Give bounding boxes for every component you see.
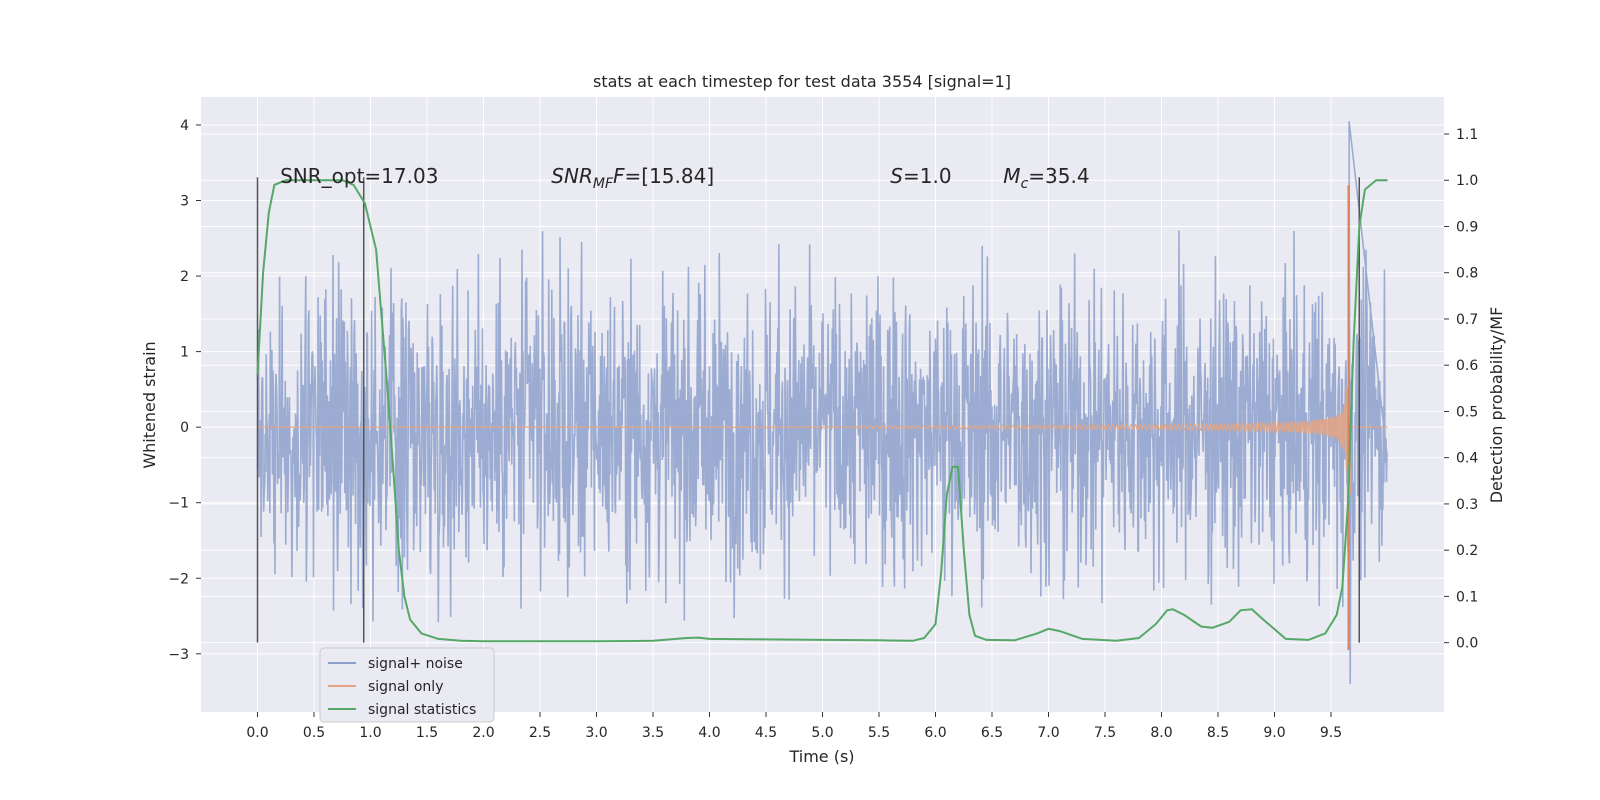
x-tick-label: 8.5 [1207, 725, 1229, 741]
series-signal-statistics [256, 179, 1388, 643]
x-tick-label: 3.0 [585, 725, 607, 741]
y-tick-label: −2 [168, 571, 189, 587]
x-tick-label: 9.5 [1320, 725, 1342, 741]
vertical-markers [256, 177, 1360, 643]
legend-box [319, 647, 495, 723]
y-tick-label: −1 [168, 496, 189, 512]
annotation-1: SNRMFF=[15.84] [551, 164, 714, 192]
y2-axis-ticks: 0.0 0.1 0.2 0.3 0.4 0.5 0.6 0.7 0.8 0.9 1.0 1.1 [1444, 127, 1478, 652]
x-tick-label: 0.5 [303, 725, 325, 741]
legend-label-signal-noise: signal+ noise [368, 656, 463, 672]
y2-tick-label: 1.0 [1456, 173, 1478, 189]
x-tick-label: 4.0 [698, 725, 720, 741]
y-tick-label: 3 [180, 194, 189, 210]
x-tick-label: 6.5 [981, 725, 1003, 741]
x-tick-label: 9.0 [1263, 725, 1285, 741]
y2-tick-label: 0.0 [1456, 636, 1478, 652]
x-axis-ticks: 0.0 0.5 1.0 1.5 2.0 2.5 3.0 3.5 4.0 4.5 5.0 5.5 6.0 6… [246, 712, 1342, 741]
x-tick-label: 5.5 [868, 725, 890, 741]
x-tick-label: 2.5 [529, 725, 551, 741]
annotation-2: S=1.0 [890, 164, 951, 188]
x-tick-label: 7.5 [1094, 725, 1116, 741]
x-tick-label: 7.0 [1037, 725, 1059, 741]
series-signal-noise [256, 121, 1388, 685]
x-tick-label: 1.0 [359, 725, 381, 741]
x-tick-label: 0.0 [246, 725, 268, 741]
y2-tick-label: 0.5 [1456, 404, 1478, 420]
x-tick-label: 4.5 [755, 725, 777, 741]
y2-tick-label: 0.1 [1456, 589, 1478, 605]
y2-tick-label: 0.9 [1456, 219, 1478, 235]
x-axis-label: Time (s) [788, 747, 854, 766]
signal-statistics-line [256, 179, 1388, 643]
y2-tick-label: 1.1 [1456, 127, 1478, 143]
annotation-3: Mc=35.4 [1003, 164, 1089, 192]
y-tick-label: −3 [168, 647, 189, 663]
x-tick-label: 2.0 [472, 725, 494, 741]
y2-tick-label: 0.6 [1456, 358, 1478, 374]
annotation-0: SNR_opt=17.03 [280, 164, 438, 188]
y-axis-ticks: −3 −2 −1 0 1 2 3 4 [168, 118, 201, 663]
y2-tick-label: 0.4 [1456, 451, 1478, 467]
y2-axis-label: Detection probability/MF [1487, 307, 1506, 504]
x-tick-label: 5.0 [811, 725, 833, 741]
y-tick-label: 0 [180, 420, 189, 436]
y2-tick-label: 0.3 [1456, 497, 1478, 513]
signal-only-line [257, 388, 1388, 495]
y-tick-label: 4 [180, 118, 189, 134]
series-signal-only [257, 185, 1388, 651]
x-tick-label: 6.0 [924, 725, 946, 741]
y-axis-label: Whitened strain [140, 341, 159, 468]
y2-tick-label: 0.2 [1456, 543, 1478, 559]
signal-noise-line [256, 121, 1388, 685]
legend: signal+ noise signal only signal statist… [319, 647, 495, 723]
x-tick-label: 1.5 [416, 725, 438, 741]
chart-title: stats at each timestep for test data 355… [593, 72, 1011, 91]
legend-label-signal-statistics: signal statistics [368, 702, 476, 718]
y-tick-label: 2 [180, 269, 189, 285]
y-tick-label: 1 [180, 345, 189, 361]
x-tick-label: 8.0 [1150, 725, 1172, 741]
y2-tick-label: 0.8 [1456, 266, 1478, 282]
x-tick-label: 3.5 [642, 725, 664, 741]
y2-tick-label: 0.7 [1456, 312, 1478, 328]
annotations: SNR_opt=17.03 SNRMFF=[15.84] S=1.0 Mc=35.4 [280, 164, 1089, 192]
legend-label-signal-only: signal only [368, 679, 443, 695]
